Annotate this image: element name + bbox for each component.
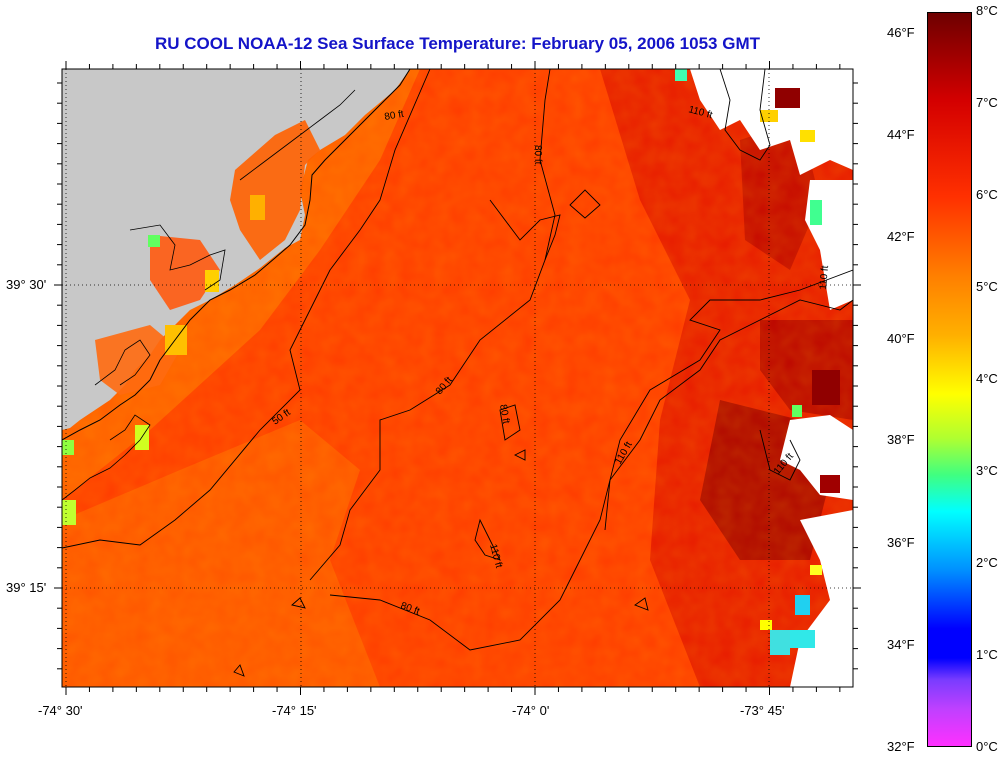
colorbar-c-label: 0°C [976, 739, 998, 754]
temperature-colorbar [927, 12, 972, 747]
yellow-pixel-a [760, 110, 778, 122]
lon-label: -74° 15' [272, 703, 317, 718]
bay-pixels-mid [150, 235, 220, 310]
map-title: RU COOL NOAA-12 Sea Surface Temperature:… [155, 34, 760, 53]
colorbar-c-label: 6°C [976, 187, 998, 202]
coastline-inlet-south [62, 414, 151, 501]
colorbar-c-label: 3°C [976, 463, 998, 478]
yellow-pixel-c [760, 620, 772, 630]
lon-label: -74° 30' [38, 703, 83, 718]
lat-label: 39° 15' [6, 580, 47, 595]
colorbar-c-label: 5°C [976, 279, 998, 294]
colorbar-f-label: 32°F [887, 739, 915, 754]
contour-loop-g [634, 597, 649, 611]
colorbar-f-label: 46°F [887, 25, 915, 40]
yellow-pixel-d [810, 565, 822, 575]
lat-label: 39° 30' [6, 277, 47, 292]
coastline-bay-south [94, 339, 151, 386]
contour-label: 80 ft [497, 404, 511, 425]
coastline [62, 69, 411, 441]
coastline-bay-mid [129, 224, 226, 291]
bay-yellow-c [205, 270, 219, 292]
contour-label: 110 ft [818, 265, 831, 290]
colorbar-c-label: 2°C [976, 555, 998, 570]
bay-pixels-south [95, 325, 180, 395]
colorbar-c-label: 1°C [976, 647, 998, 662]
contour-110ft [604, 299, 853, 531]
warm-pixel-c [812, 370, 840, 405]
colorbar-f-label: 40°F [887, 331, 915, 346]
cold-pixel-b [795, 595, 810, 615]
map-layers: 110 ft 80 ft 80 ft 110 ft 50 ft 80 ft 80… [62, 69, 853, 687]
cold-pixel-c [790, 630, 815, 648]
colorbar-c-label: 7°C [976, 95, 998, 110]
cold-pixel-e [675, 69, 687, 81]
colorbar-f-label: 34°F [887, 637, 915, 652]
colorbar-c-label: 4°C [976, 371, 998, 386]
cold-pixel-f [792, 405, 802, 417]
colorbar-f-label: 38°F [887, 432, 915, 447]
yellow-pixel-b [800, 130, 815, 142]
contour-loop-f [291, 597, 306, 609]
shore-green-b [62, 500, 76, 525]
colorbar-f-label: 36°F [887, 535, 915, 550]
colorbar-f-label: 44°F [887, 127, 915, 142]
colorbar-f-label: 42°F [887, 229, 915, 244]
lon-label: -74° 0' [512, 703, 550, 718]
bay-yellow-a [165, 325, 187, 355]
contour-80ft-b [329, 269, 853, 651]
contour-loop-d [474, 518, 501, 561]
contour-loop-h [233, 664, 245, 677]
contour-80ft-a [309, 69, 556, 581]
contour-110ft-north [719, 69, 771, 161]
contour-110ft-east [759, 429, 801, 481]
shore-green-a [62, 440, 74, 455]
warm-pixel-a [775, 88, 800, 108]
lon-label: -73° 45' [740, 703, 785, 718]
contour-label: 80 ft [384, 109, 405, 123]
coastline-bay-north [239, 89, 356, 181]
contour-50ft [62, 69, 431, 549]
plot-frame [61, 68, 854, 688]
contour-loop-b [569, 189, 601, 219]
contour-loop-a [489, 199, 561, 261]
cold-pixel-d [810, 200, 822, 225]
warm-pixel-b [820, 475, 840, 493]
axis-ticks [54, 61, 861, 695]
cold-pixel-a [770, 630, 790, 655]
contour-label: 80 ft [532, 145, 543, 165]
colorbar-c-label: 8°C [976, 3, 998, 18]
bay-yellow-b [250, 195, 265, 220]
bay-green-a [148, 235, 160, 247]
contour-loop-e [513, 449, 526, 461]
bay-pixels-north [230, 120, 320, 260]
contour-loop-c [499, 404, 521, 441]
